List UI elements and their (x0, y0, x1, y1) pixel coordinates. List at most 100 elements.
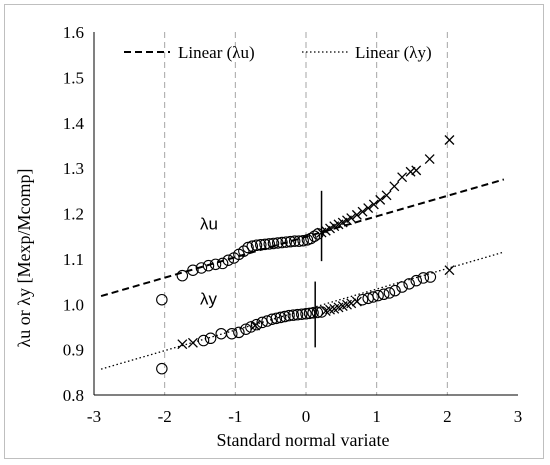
lambda-y-circles-point-35 (424, 271, 437, 283)
lambda-y-crosses-point-10 (351, 296, 362, 307)
lambda-u-circles-point-17 (267, 237, 280, 250)
lambda-y-circles-point-31 (396, 281, 408, 293)
lambda-y-circles-point-17 (291, 308, 304, 321)
lambda-y-circles-point-2 (204, 332, 217, 345)
lambda-u-crosses-point-15 (397, 172, 408, 183)
lambda-u-crosses-point-19 (444, 135, 455, 145)
lambda-u-crosses-point-13 (381, 190, 392, 201)
vertical-markers (314, 190, 323, 348)
x-tick-label-0: -3 (87, 407, 101, 426)
lambda-y-circles-point-32 (403, 278, 415, 290)
lambda-y-circles-point-27 (372, 289, 384, 302)
x-tick-label-2: -1 (228, 407, 242, 426)
lambda-y-circles-point-8 (250, 318, 263, 331)
lambda-u-circles-point-15 (259, 238, 271, 251)
lambda-y-circles-point-28 (377, 288, 390, 301)
lambda-u-circles-point-0 (156, 293, 168, 306)
y-tick-label-2: 1.0 (63, 295, 84, 314)
lambda-u-circles-point-3 (195, 262, 208, 274)
lambda-u-circles-point-13 (250, 239, 263, 252)
annotation-lambda-y: λy (200, 289, 218, 308)
lambda-u-circles-point-7 (222, 254, 235, 266)
lambda-y-circles-point-30 (389, 284, 401, 297)
lambda-u-circles-point-20 (280, 236, 292, 248)
lambda-u-circles-point-19 (276, 236, 288, 249)
lambda-y-crosses-point-1 (187, 337, 198, 348)
lambda-y-circles-point-12 (270, 312, 283, 325)
lambda-u-circles-point-16 (263, 238, 276, 250)
lambda-u-crosses-point-7 (346, 213, 357, 223)
data-points (156, 135, 455, 375)
lambda-u-circles-point-4 (202, 259, 215, 272)
y-tick-label-6: 1.4 (63, 114, 85, 133)
annotation-lambda-u: λu (200, 214, 218, 233)
lambda-y-circles-point-22 (311, 306, 324, 319)
x-tick-label-4: 1 (372, 407, 381, 426)
lambda-u-crosses-point-10 (363, 203, 374, 214)
lambda-y-circles-point-18 (296, 308, 308, 320)
lambda-u-circles-point-27 (308, 230, 321, 242)
x-axis-title: Standard normal variate (217, 430, 390, 450)
lambda-y-circles-point-5 (233, 326, 245, 339)
legend: Linear (λu) Linear (λy) (124, 43, 432, 62)
lambda-y-circles-point-1 (197, 334, 210, 347)
axes (93, 32, 518, 396)
lambda-u-crosses-point-18 (424, 154, 435, 165)
lambda-u-circles-point-18 (271, 237, 284, 249)
lambda-u-circles-point-12 (246, 240, 259, 252)
lambda-u-circles-point-22 (288, 235, 301, 247)
lambda-u-circles-point-23 (293, 235, 305, 247)
y-tick-label-5: 1.3 (63, 159, 84, 178)
lambda-u-crosses-point-8 (351, 209, 362, 220)
tick-labels: 0.8 0.9 1.0 1.1 1.2 1.3 1.4 1.5 1.6 -3 -2 -1 0 1 2 3 (63, 23, 523, 426)
lambda-y-circles-point-0 (156, 362, 168, 375)
lambda-y-circles-point-19 (300, 308, 312, 320)
y-tick-label-0: 0.8 (63, 386, 84, 405)
lambda-y-circles-point-16 (287, 309, 300, 321)
lambda-u-circles-point-24 (297, 234, 309, 247)
lambda-u-crosses-point-17 (411, 165, 422, 176)
trendlines (100, 178, 505, 370)
lambda-u-circles-point-5 (209, 258, 222, 271)
x-tick-label-3: 0 (302, 407, 311, 426)
lambda-y-circles-point-24 (356, 293, 369, 306)
lambda-y-circles-point-4 (226, 327, 238, 340)
y-tick-label-4: 1.2 (63, 205, 84, 224)
lambda-y-crosses-point-0 (177, 339, 188, 350)
lambda-u-circles-point-14 (255, 239, 267, 251)
lambda-u-circles-point-21 (284, 235, 297, 248)
lambda-u-crosses-point-9 (357, 206, 368, 217)
y-tick-label-7: 1.5 (63, 68, 84, 87)
lambda-y-crosses-point-9 (346, 298, 357, 309)
grid (164, 32, 448, 395)
lambda-y-circles-point-33 (410, 274, 422, 287)
lambda-y-circles-point-29 (383, 287, 396, 299)
y-tick-label-8: 1.6 (63, 23, 84, 42)
lambda-u-crosses-point-11 (368, 199, 379, 210)
lambda-y-circles-point-11 (266, 313, 278, 325)
lambda-y-crosses-point-2 (250, 320, 261, 331)
lambda-y-circles-point-13 (274, 311, 287, 324)
x-tick-label-1: -2 (158, 407, 172, 426)
lambda-u-circles-point-10 (238, 245, 250, 257)
lambda-u-crosses-point-12 (375, 194, 386, 205)
lambda-y-circles-point-26 (367, 291, 379, 303)
lambda-y-circles-point-15 (283, 309, 295, 322)
y-tick-label-3: 1.1 (63, 250, 84, 269)
lambda-u-circles-point-2 (187, 264, 199, 276)
y-axis-title: λu or λy [Mexp/Mcomp] (14, 169, 34, 348)
legend-label-linear-lambda-y: Linear (λy) (355, 43, 432, 62)
lambda-y-circles-point-21 (307, 307, 319, 319)
x-tick-label-6: 3 (514, 407, 523, 426)
lambda-y-circles-point-20 (303, 307, 316, 320)
lambda-u-crosses-point-14 (389, 181, 400, 192)
y-tick-label-1: 0.9 (63, 341, 84, 360)
lambda-u-crosses-point-16 (405, 166, 416, 177)
lambda-y-circles-point-34 (417, 272, 430, 284)
lambda-u-circles-point-6 (216, 257, 229, 270)
lambda-y-crosses-point-11 (444, 265, 455, 276)
x-tick-label-5: 2 (443, 407, 452, 426)
lambda-u-circles-point-1 (176, 269, 189, 282)
lambda-y-circles-point-14 (279, 310, 291, 323)
